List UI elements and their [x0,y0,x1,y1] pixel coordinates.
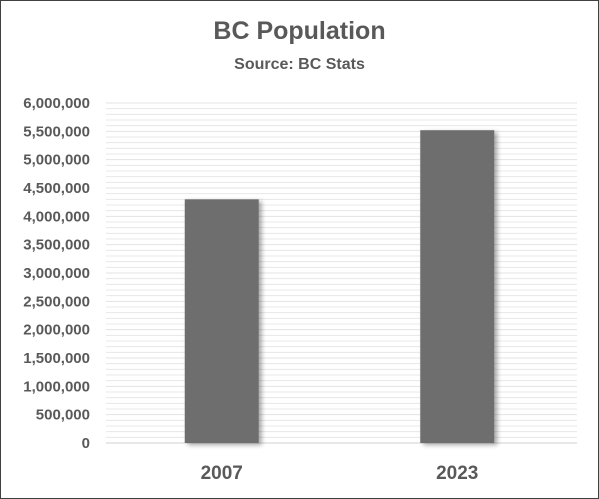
y-tick-label: 2,000,000 [23,322,90,339]
y-tick-label: 1,500,000 [23,350,90,367]
bars [184,130,495,443]
chart-title: BC Population [213,17,386,45]
y-tick-label: 6,000,000 [23,95,90,112]
y-tick-label: 1,000,000 [23,378,90,395]
y-tick-label: 0 [82,435,90,452]
y-axis: 0 500,000 1,000,000 1,500,000 2,000,000 2,500… [23,95,577,452]
chart-subtitle: Source: BC Stats [234,56,365,73]
x-tick-label: 2007 [201,463,243,484]
bar-2007 [184,199,259,443]
x-tick-label: 2023 [436,463,478,484]
x-axis: 2007 2023 [201,463,479,484]
y-tick-label: 4,500,000 [23,180,90,197]
bar-2023 [420,130,495,443]
y-tick-label: 5,500,000 [23,123,90,140]
y-tick-label: 500,000 [36,407,90,424]
y-tick-label: 2,500,000 [23,293,90,310]
gridlines [106,102,577,438]
y-tick-label: 3,500,000 [23,237,90,254]
y-tick-label: 3,000,000 [23,265,90,282]
y-tick-label: 5,000,000 [23,152,90,169]
y-tick-label: 4,000,000 [23,208,90,225]
